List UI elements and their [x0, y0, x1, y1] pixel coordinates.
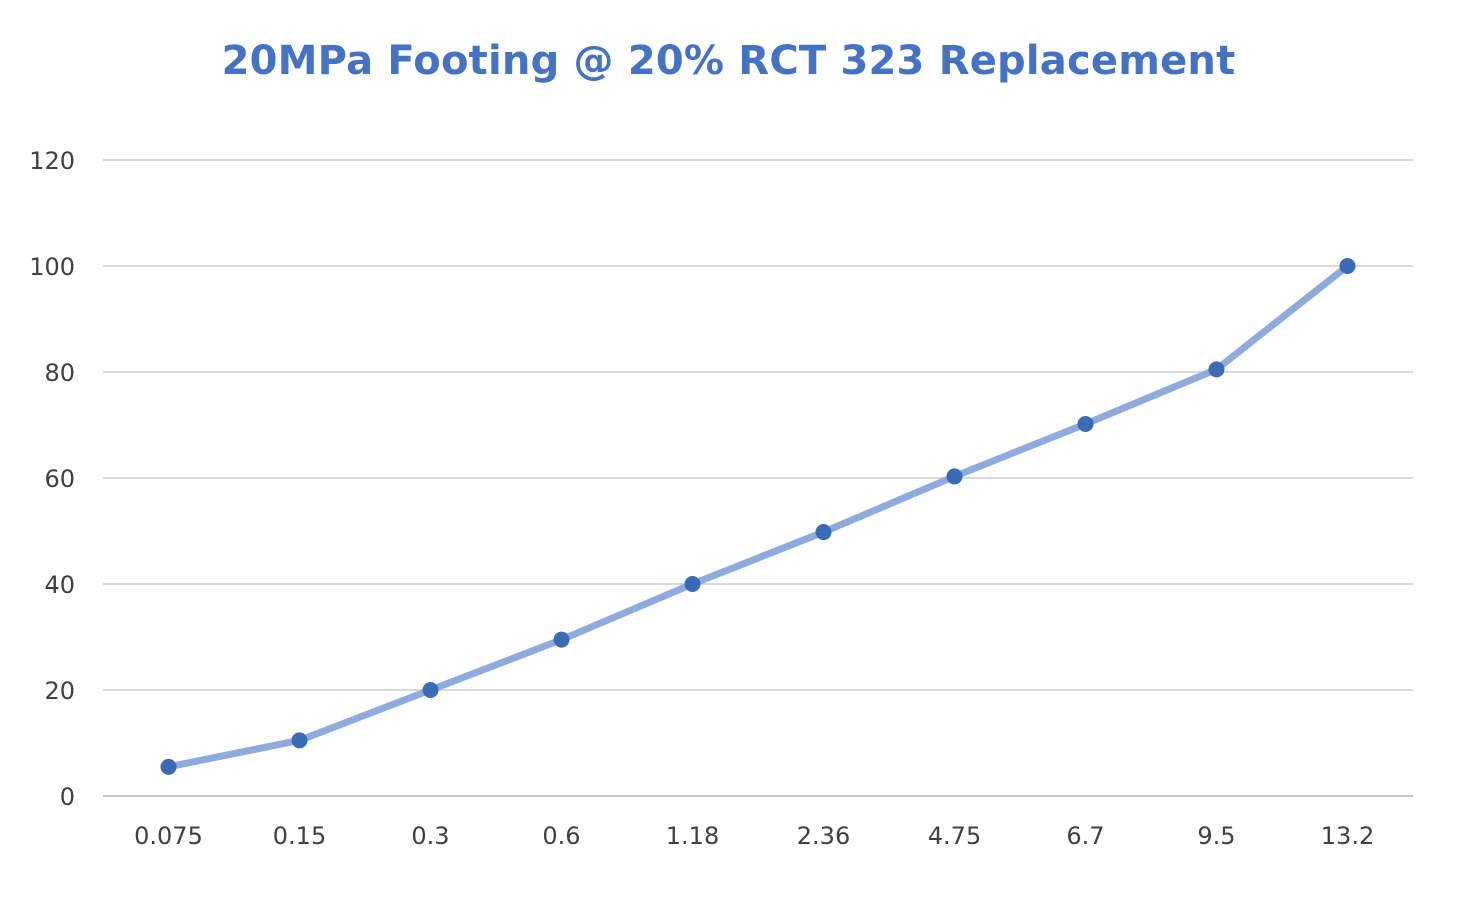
data-point	[553, 631, 570, 648]
series-line-group	[165, 262, 1351, 771]
data-point	[422, 682, 439, 698]
x-tick-label: 6.7	[1066, 822, 1104, 850]
x-tick-label: 0.3	[411, 822, 449, 850]
data-point	[160, 758, 177, 775]
y-tick-label: 120	[29, 147, 75, 175]
x-tick-label: 2.36	[797, 822, 850, 850]
data-point	[291, 732, 308, 749]
x-axis-ticks: 0.075 0.15 0.3 0.6 1.18 2.36 4.75 6.7 9.5 13.2	[134, 822, 1374, 850]
x-tick-label: 0.15	[273, 822, 326, 850]
x-tick-label: 0.075	[134, 822, 203, 850]
y-axis-ticks: 0 20 40 60 80 100 120	[29, 147, 75, 811]
y-tick-label: 40	[44, 571, 75, 599]
data-point	[946, 468, 963, 485]
data-point	[684, 576, 701, 592]
data-point	[1208, 361, 1225, 378]
series-line	[165, 262, 1351, 771]
x-tick-label: 1.18	[666, 822, 719, 850]
x-tick-label: 4.75	[928, 822, 981, 850]
chart-title: 20MPa Footing @ 20% RCT 323 Replacement	[221, 38, 1236, 84]
y-tick-label: 100	[29, 253, 75, 281]
x-tick-label: 13.2	[1321, 822, 1374, 850]
y-tick-label: 80	[44, 359, 75, 387]
gridlines	[103, 159, 1413, 797]
x-tick-label: 0.6	[542, 822, 580, 850]
y-tick-label: 0	[60, 783, 75, 811]
data-point	[1339, 258, 1356, 274]
y-tick-label: 20	[44, 677, 75, 705]
series-markers	[160, 258, 1356, 775]
x-tick-label: 9.5	[1197, 822, 1235, 850]
y-tick-label: 60	[44, 465, 75, 493]
data-point	[815, 524, 832, 541]
data-point	[1077, 415, 1094, 432]
